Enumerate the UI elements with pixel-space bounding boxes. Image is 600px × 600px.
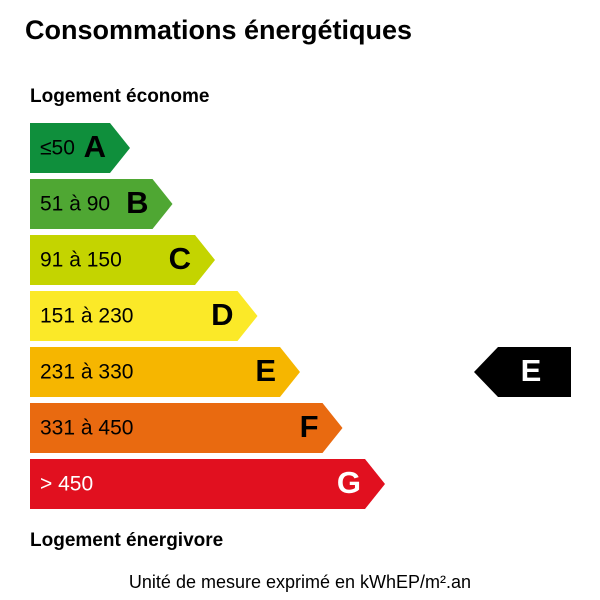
rating-pointer: [474, 347, 571, 397]
class-range: 91 à 150: [40, 249, 122, 272]
class-bar: [30, 179, 173, 229]
class-range: 151 à 230: [40, 305, 133, 328]
class-bar: [30, 459, 385, 509]
class-letter: D: [211, 297, 233, 332]
class-bar: [30, 235, 215, 285]
class-letter: E: [255, 353, 276, 388]
class-range: > 450: [40, 473, 93, 496]
top-label: Logement économe: [30, 86, 209, 107]
footer: Unité de mesure exprimé en kWhEP/m².an: [129, 572, 471, 592]
rating-letter: E: [521, 353, 542, 388]
class-bar: [30, 123, 130, 173]
class-bar: [30, 347, 300, 397]
class-letter: F: [300, 409, 319, 444]
class-letter: G: [337, 465, 361, 500]
class-bar: [30, 291, 258, 341]
class-range: 231 à 330: [40, 361, 133, 384]
class-range: 331 à 450: [40, 417, 133, 440]
class-range: 51 à 90: [40, 193, 110, 216]
class-range: ≤50: [40, 137, 75, 160]
class-bar: [30, 403, 343, 453]
title: Consommations énergétiques: [25, 15, 412, 45]
class-letter: C: [169, 241, 191, 276]
class-letter: B: [126, 185, 148, 220]
class-letter: A: [84, 129, 106, 164]
bottom-label: Logement énergivore: [30, 530, 223, 551]
